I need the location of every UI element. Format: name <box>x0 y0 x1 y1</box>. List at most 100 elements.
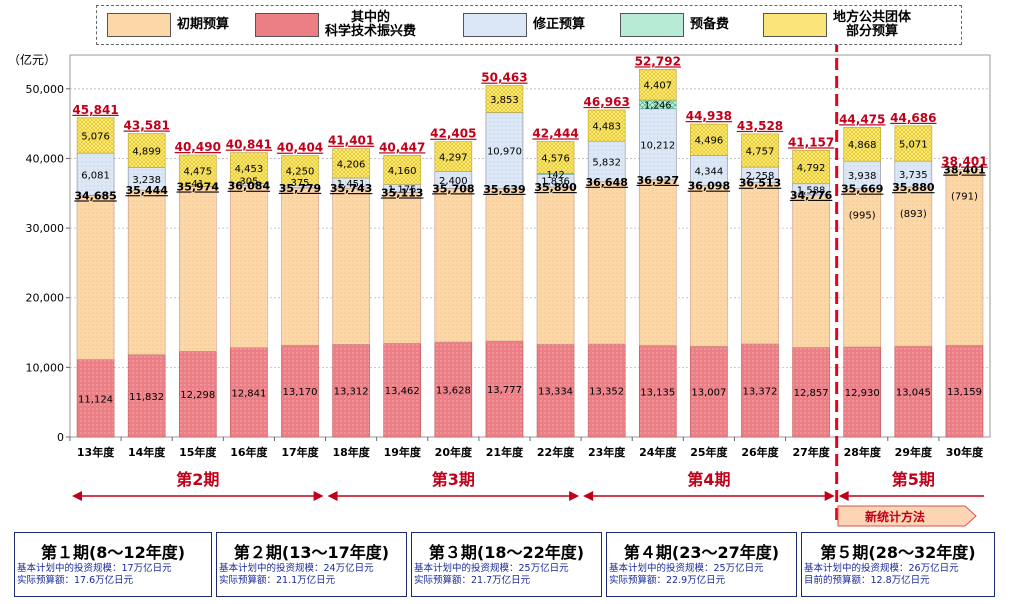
x-tick-label: 25年度 <box>690 445 728 459</box>
y-tick-label: 30,000 <box>26 222 65 235</box>
label-initial: 36,098 <box>688 180 730 193</box>
legend-swatch-local <box>763 13 827 37</box>
bar-science <box>281 344 319 438</box>
label-initial: 35,890 <box>534 181 577 194</box>
label-total: 40,841 <box>226 138 272 152</box>
bar-science <box>690 346 728 438</box>
label-local: 4,757 <box>746 146 775 157</box>
bars <box>76 69 984 438</box>
label-local: 5,076 <box>81 131 110 142</box>
y-tick-label: 50,000 <box>26 83 65 96</box>
label-local: 4,792 <box>797 163 826 174</box>
label-science: 13,045 <box>896 388 931 399</box>
label-local: 4,297 <box>439 153 468 164</box>
bar-supplementary <box>843 160 882 189</box>
bar-initial <box>894 186 933 347</box>
period-plan: 基本计划中的投资规模：25万亿日元 <box>414 563 569 574</box>
bar-supplementary <box>894 160 933 188</box>
new-method-arrow <box>837 505 977 527</box>
phase-arrowhead-left <box>72 491 82 501</box>
x-tick-label: 28年度 <box>844 445 882 459</box>
label-supplementary: 3,735 <box>899 170 928 181</box>
new-method-badge: 新统计方法 <box>837 505 977 527</box>
label-supplementary: 10,970 <box>487 147 522 158</box>
phase-label: 第3期 <box>432 470 475 489</box>
label-initial: 36,648 <box>585 176 627 189</box>
legend-swatch-initial <box>107 13 171 37</box>
bar-local <box>485 85 524 113</box>
label-supplementary: 2,258 <box>746 171 775 182</box>
period-plan: 基本计划中的投资规模：17万亿日元 <box>17 563 172 574</box>
phase-arrowhead-left <box>838 491 849 501</box>
period-box-2: 第２期(13～17年度) 基本计划中的投资规模：24万亿日元 实际预算额：21.… <box>216 532 407 597</box>
label-reserve: 1,246 <box>644 100 671 111</box>
label-local: 4,496 <box>695 136 724 147</box>
period-title: 第１期(8～12年度) <box>40 543 186 562</box>
x-tick-label: 30年度 <box>946 445 984 459</box>
label-initial: 36,927 <box>637 174 679 187</box>
label-local: 4,160 <box>388 166 417 177</box>
bar-science <box>383 342 422 438</box>
label-initial: 35,880 <box>892 181 935 194</box>
label-science: 13,135 <box>640 387 675 398</box>
label-local: 4,483 <box>592 122 621 133</box>
bar-local <box>332 148 370 179</box>
label-initial: 34,776 <box>790 189 833 202</box>
bar-local <box>843 126 882 162</box>
label-total: 41,157 <box>788 135 834 149</box>
x-tick-label: 22年度 <box>537 445 575 459</box>
bar-local <box>281 155 319 186</box>
period-actual: 实际预算额：21.7万亿日元 <box>414 575 531 586</box>
label-initial: 36,084 <box>228 180 271 193</box>
label-supplementary: 3,238 <box>132 175 161 186</box>
label-local: 4,899 <box>132 147 161 158</box>
y-tick-label: 0 <box>57 431 64 444</box>
bar-science <box>127 354 166 438</box>
bar-initial <box>127 189 166 355</box>
label-supplementary: 6,081 <box>81 170 110 181</box>
label-initial: 35,444 <box>125 184 168 197</box>
label-supplementary: 375 <box>290 178 309 189</box>
label-science: 13,628 <box>436 386 471 397</box>
y-unit-label: （亿元） <box>8 52 56 67</box>
legend-item-local: 地方公共团体 部分预算 <box>763 11 911 39</box>
period-title: 第５期(28～32年度) <box>820 543 976 562</box>
phase-label: 第2期 <box>176 470 219 489</box>
label-initial: 35,669 <box>841 183 883 196</box>
label-science: 12,298 <box>180 390 215 401</box>
bar-science <box>485 340 524 438</box>
phase-arrowhead-right <box>569 491 580 501</box>
label-science: 13,007 <box>691 388 726 399</box>
label-science: 13,777 <box>487 385 522 396</box>
y-tick-label: 20,000 <box>26 292 65 305</box>
label-science: 12,930 <box>845 388 880 399</box>
period-box-1: 第１期(8～12年度) 基本计划中的投资规模：17万亿日元 实际预算额：17.6… <box>14 532 212 597</box>
label-supplementary: 2,400 <box>439 176 468 187</box>
label-local: 5,071 <box>899 139 928 150</box>
x-tick-label: 14年度 <box>128 445 166 459</box>
bar-science <box>945 345 984 438</box>
label-total: 38,401 <box>941 155 987 169</box>
bar-science <box>178 351 217 438</box>
legend-label-supplementary: 修正预算 <box>533 17 586 32</box>
bar-local <box>76 117 115 154</box>
label-total: 43,581 <box>124 119 170 133</box>
label-total: 44,938 <box>686 109 732 123</box>
x-tick-label: 17年度 <box>281 445 319 459</box>
label-total: 42,444 <box>532 126 578 140</box>
bar-science <box>230 347 268 438</box>
label-supplementary: 1,451 <box>337 179 366 190</box>
label-total: 41,401 <box>328 134 374 148</box>
period-title: 第４期(23～27年度) <box>623 543 780 562</box>
bar-initial <box>230 185 268 348</box>
bar-local <box>383 155 422 185</box>
bar-initial <box>281 187 319 346</box>
label-science: 12,841 <box>231 388 266 399</box>
legend-swatch-supplementary <box>463 13 527 37</box>
label-supplementary: 305 <box>239 177 258 188</box>
x-tick-label: 13年度 <box>77 445 115 459</box>
legend-item-supplementary: 修正预算 <box>463 12 585 38</box>
bar-science <box>76 359 115 438</box>
